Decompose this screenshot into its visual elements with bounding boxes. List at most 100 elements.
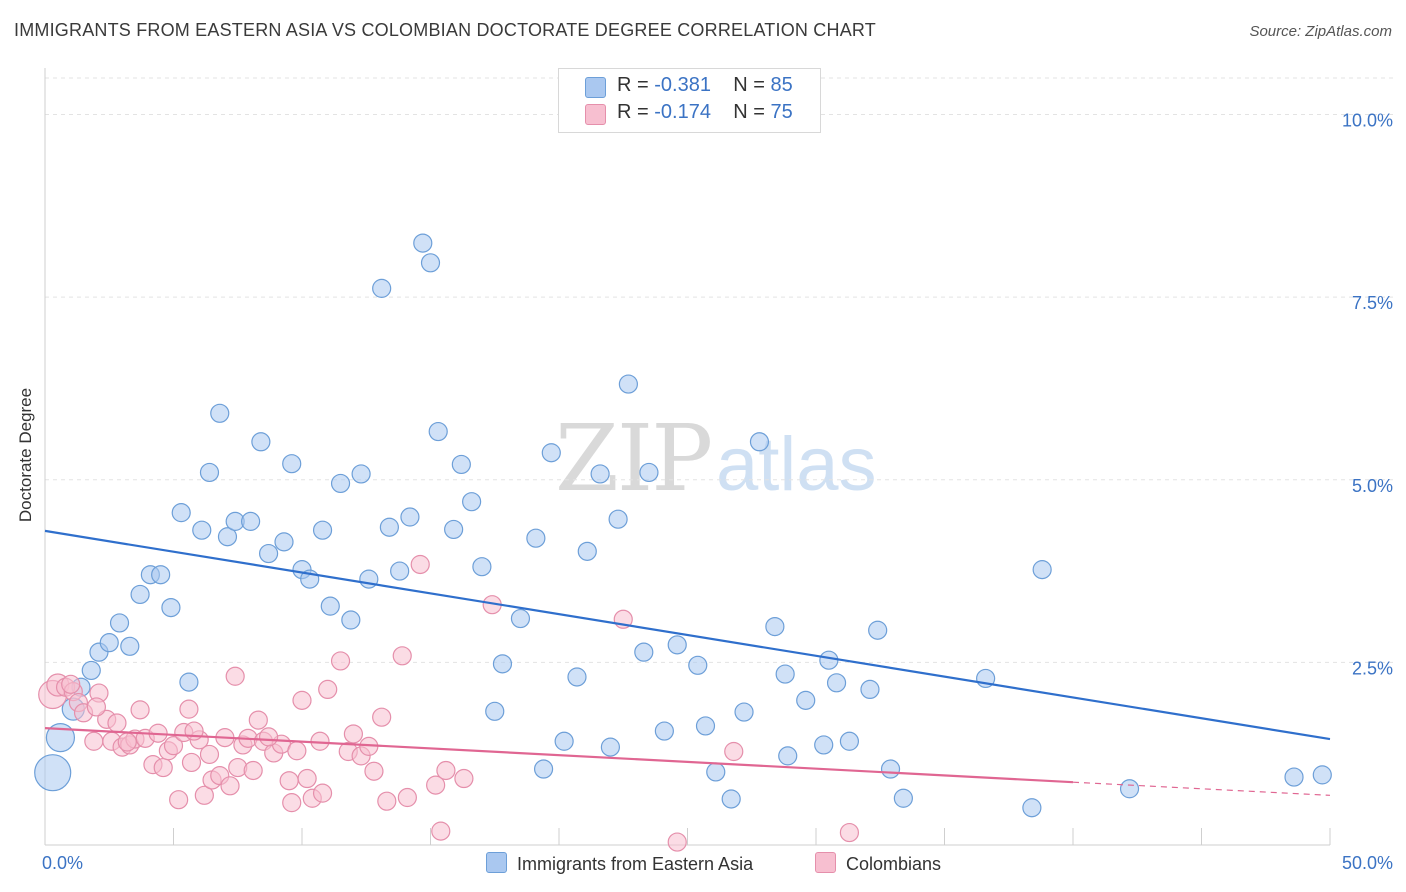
correlation-legend: R = -0.381 N = 85 R = -0.174 N = 75 (558, 68, 821, 133)
point-colombians (117, 732, 137, 752)
point-colombians (667, 832, 687, 852)
point-immigrants (492, 654, 513, 674)
point-immigrants (749, 432, 770, 452)
point-colombians (426, 775, 446, 795)
point-immigrants (120, 636, 140, 656)
point-colombians (330, 651, 351, 671)
point-immigrants (634, 642, 654, 662)
point-immigrants (210, 403, 230, 423)
point-immigrants (444, 519, 464, 540)
point-immigrants (251, 432, 271, 452)
point-immigrants (34, 754, 72, 792)
watermark-zip: ZIP (555, 405, 711, 512)
point-immigrants (171, 503, 191, 523)
point-colombians (410, 554, 430, 575)
point-immigrants (341, 610, 361, 630)
point-colombians (225, 666, 245, 686)
bottom-legend-label: Colombians (846, 854, 942, 874)
point-immigrants (99, 633, 119, 653)
point-colombians (397, 787, 417, 808)
legend-swatch-pink (585, 104, 606, 125)
point-immigrants (199, 462, 220, 483)
point-immigrants (880, 759, 901, 779)
point-immigrants (1022, 798, 1042, 818)
point-immigrants (485, 701, 505, 721)
point-colombians (312, 783, 333, 803)
point-immigrants (893, 788, 913, 808)
point-immigrants (775, 664, 795, 684)
point-colombians (392, 646, 412, 666)
point-colombians (61, 674, 81, 694)
point-immigrants (554, 731, 574, 751)
point-immigrants (819, 650, 839, 670)
point-immigrants (1119, 779, 1140, 799)
point-colombians (343, 724, 363, 744)
trend-line-immigrants (44, 529, 1331, 741)
point-immigrants (826, 673, 847, 693)
point-colombians (130, 700, 150, 720)
point-colombians (179, 699, 199, 719)
point-colombians (194, 785, 214, 805)
point-colombians (220, 776, 240, 796)
point-immigrants (81, 660, 101, 681)
point-colombians (279, 771, 299, 791)
legend-r-value: -0.174 (654, 101, 711, 123)
trend-line-colombians (44, 727, 1074, 784)
point-immigrants (600, 737, 621, 757)
point-colombians (199, 744, 220, 765)
point-immigrants (567, 667, 587, 687)
watermark-atlas: atlas (716, 422, 877, 507)
legend-n-label: N = (733, 101, 765, 123)
point-immigrants (706, 762, 726, 782)
point-immigrants (541, 443, 561, 463)
point-colombians (258, 727, 279, 747)
legend-n-value: 75 (770, 101, 793, 123)
point-immigrants (379, 517, 399, 537)
point-immigrants (814, 735, 834, 755)
point-colombians (248, 710, 268, 730)
legend-r-label: R = (617, 101, 649, 123)
source-label: Source: ZipAtlas.com (1249, 23, 1392, 40)
point-immigrants (351, 464, 371, 484)
point-immigrants (688, 655, 708, 675)
chart-title: IMMIGRANTS FROM EASTERN ASIA VS COLOMBIA… (14, 20, 876, 40)
point-immigrants (778, 746, 798, 766)
point-colombians (282, 793, 302, 813)
point-immigrants (1032, 560, 1052, 580)
bottom-legend-colombians: Colombians (815, 852, 941, 876)
point-immigrants (428, 421, 448, 442)
legend-n-value: 85 (770, 74, 793, 96)
legend-r-value: -0.381 (654, 74, 711, 96)
point-colombians (364, 761, 384, 781)
point-immigrants (312, 520, 333, 540)
point-immigrants (639, 462, 659, 483)
point-immigrants (860, 679, 880, 700)
point-colombians (297, 768, 317, 789)
point-immigrants (413, 233, 433, 253)
point-immigrants (608, 509, 628, 529)
point-immigrants (274, 532, 294, 552)
point-colombians (724, 741, 744, 762)
point-colombians (107, 713, 127, 733)
y-tick-label: 7.5% (1352, 293, 1393, 313)
point-immigrants (796, 690, 816, 710)
point-immigrants (667, 635, 687, 655)
point-immigrants (533, 759, 554, 779)
point-colombians (292, 690, 312, 710)
point-immigrants (590, 464, 610, 484)
point-immigrants (734, 702, 754, 722)
point-colombians (86, 697, 107, 717)
point-colombians (181, 752, 202, 773)
point-immigrants (618, 374, 638, 394)
point-colombians (431, 821, 451, 841)
point-immigrants (241, 511, 261, 531)
point-immigrants (130, 584, 150, 605)
legend-swatch-blue (585, 77, 606, 98)
point-immigrants (282, 454, 302, 474)
point-immigrants (577, 541, 597, 561)
point-immigrants (526, 528, 546, 548)
point-colombians (454, 768, 474, 789)
point-immigrants (179, 672, 199, 692)
point-immigrants (390, 561, 410, 581)
